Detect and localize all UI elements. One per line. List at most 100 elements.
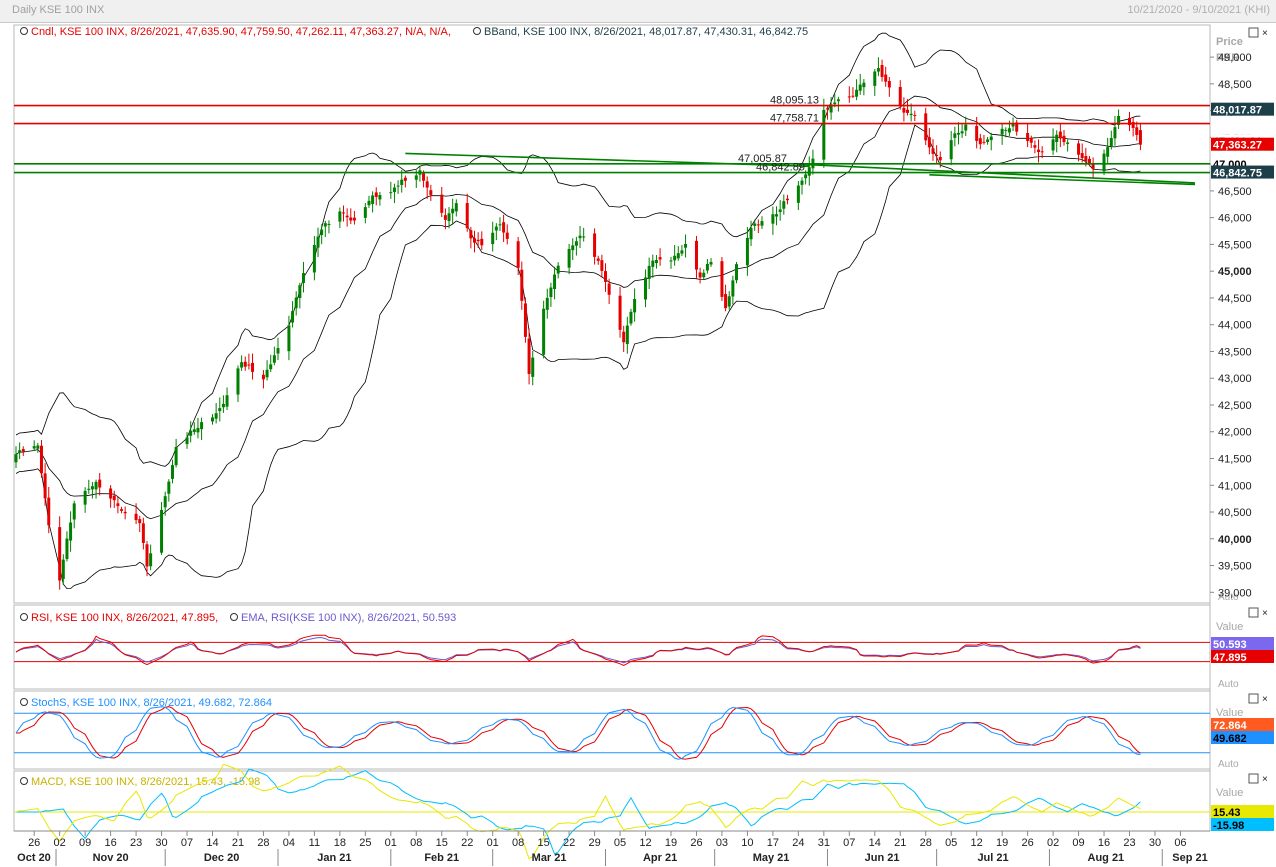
- candle-body: [36, 445, 40, 449]
- price-auto-label[interactable]: Auto: [1218, 592, 1239, 603]
- candle-body: [829, 104, 833, 113]
- candle-body: [294, 297, 298, 309]
- month-label: Jul 21: [977, 852, 1008, 864]
- candle-legend-icon: [20, 27, 28, 35]
- candle-body: [109, 488, 113, 499]
- candle-body: [316, 236, 320, 248]
- candle-body: [531, 357, 535, 377]
- candle-body: [593, 233, 597, 257]
- candle-body: [469, 230, 473, 239]
- candle-body: [1015, 122, 1019, 132]
- candle-body: [480, 238, 484, 246]
- month-label: Mar 21: [532, 852, 567, 864]
- candle-body: [858, 84, 862, 91]
- price-legend: Cndl, KSE 100 INX, 8/26/2021, 47,635.90,…: [20, 26, 808, 38]
- price-tick-label: 46,000: [1218, 213, 1252, 225]
- x-tick-label: 15: [436, 837, 448, 849]
- candle-body: [862, 82, 866, 88]
- month-label: Nov 20: [93, 852, 129, 864]
- rsi-ema-legend-icon: [230, 613, 238, 621]
- candle-body: [301, 273, 305, 283]
- macd-legend-icon: [20, 777, 28, 785]
- x-tick-label: 30: [155, 837, 167, 849]
- candle-body: [582, 236, 586, 238]
- candle-body: [975, 125, 979, 141]
- candles: [14, 57, 1142, 590]
- candle-body: [935, 154, 939, 156]
- candle-body: [247, 364, 251, 366]
- candle-body: [320, 229, 324, 235]
- bband-middle-line: [15, 95, 1141, 520]
- macd-legend: MACD, KSE 100 INX, 8/26/2021, 15.43, -15…: [20, 776, 260, 788]
- indicator-value-tag-label: 72.864: [1213, 720, 1248, 732]
- candle-body: [906, 109, 910, 113]
- candle-body: [676, 253, 680, 259]
- macd-close-icon[interactable]: ×: [1262, 774, 1268, 785]
- candle-body: [1102, 153, 1106, 172]
- x-tick-label: 28: [920, 837, 932, 849]
- stoch-restore-icon[interactable]: [1248, 693, 1259, 704]
- candle-body: [644, 277, 648, 300]
- rsi-restore-icon[interactable]: [1248, 607, 1259, 618]
- price-close-icon[interactable]: ×: [1262, 28, 1268, 39]
- candle-body: [953, 133, 957, 138]
- candle-body: [516, 241, 520, 268]
- candle-body: [403, 177, 407, 181]
- candle-body: [272, 355, 276, 363]
- x-tick-label: 16: [104, 837, 116, 849]
- rsi-close-icon[interactable]: ×: [1262, 608, 1268, 619]
- month-label: Jan 21: [317, 852, 351, 864]
- candle-body: [200, 422, 204, 430]
- candle-body: [1117, 115, 1121, 126]
- candle-body: [1109, 138, 1113, 147]
- candle-body: [371, 195, 375, 204]
- x-tick-label: 23: [1123, 837, 1135, 849]
- candle-body: [1106, 147, 1110, 157]
- stoch-auto-label[interactable]: Auto: [1218, 759, 1239, 770]
- price-tick-label: 46,500: [1218, 186, 1252, 198]
- rsi-ema-legend-text: EMA, RSI(KSE 100 INX), 8/26/2021, 50.593: [241, 612, 456, 624]
- x-tick-label: 30: [1149, 837, 1161, 849]
- candle-body: [298, 285, 302, 298]
- candle-body: [731, 280, 735, 297]
- x-tick-label: 12: [971, 837, 983, 849]
- candle-body: [21, 449, 25, 452]
- x-tick-label: 21: [894, 837, 906, 849]
- candle-body: [243, 361, 247, 367]
- panel-frames: [13, 24, 1211, 832]
- price-tick-label: 45,000: [1218, 266, 1252, 278]
- candle-body: [61, 559, 65, 580]
- price-value-tag-label: 46,842.75: [1213, 168, 1262, 180]
- candle-body: [927, 137, 931, 148]
- chart-canvas[interactable]: × × × × Cndl, KSE 100 INX, 8/26/2021, 47…: [0, 22, 1276, 867]
- candle-body: [429, 190, 433, 195]
- macd-restore-icon[interactable]: [1248, 773, 1259, 784]
- candle-body: [800, 180, 804, 185]
- candle-body: [451, 208, 455, 214]
- price-tick-label: 43,500: [1218, 346, 1252, 358]
- x-tick-label: 06: [1174, 837, 1186, 849]
- window-titlebar: Daily KSE 100 INX 10/21/2020 - 9/10/2021…: [0, 0, 1276, 23]
- stoch-close-icon[interactable]: ×: [1262, 694, 1268, 705]
- month-label: Dec 20: [204, 852, 239, 864]
- candle-body: [1080, 153, 1084, 159]
- candle-body: [58, 527, 62, 581]
- candle-body: [1084, 156, 1088, 162]
- price-restore-icon[interactable]: [1248, 27, 1259, 38]
- candle-body: [1040, 151, 1044, 153]
- candle-body: [367, 200, 371, 206]
- rsi-auto-label[interactable]: Auto: [1218, 679, 1239, 690]
- indicator-value-tag: [1211, 805, 1274, 818]
- candle-body: [822, 109, 826, 160]
- candle-body: [1029, 138, 1033, 143]
- indicator-value-tag: [1211, 637, 1274, 650]
- candle-body: [909, 113, 913, 116]
- x-tick-label: 19: [996, 837, 1008, 849]
- candle-body: [32, 446, 36, 449]
- candle-body: [276, 348, 280, 354]
- x-tick-label: 15: [538, 837, 550, 849]
- candle-body: [476, 239, 480, 242]
- candle-body: [352, 217, 356, 221]
- price-axis-unit: PKR: [1216, 52, 1239, 64]
- candle-body: [1128, 117, 1131, 126]
